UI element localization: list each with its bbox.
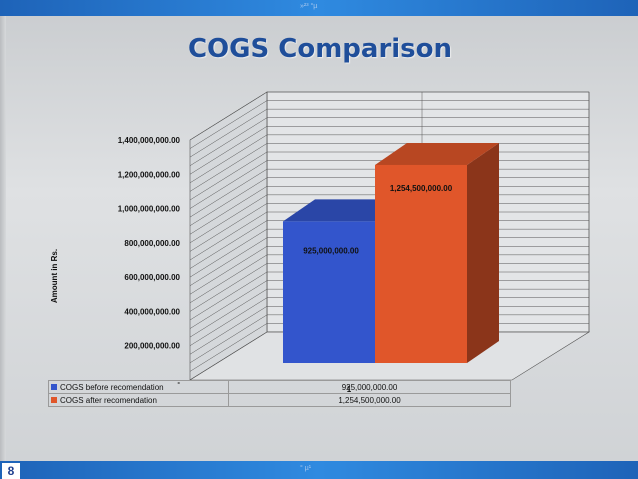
y-tick-label: 1,000,000,000.00: [118, 205, 181, 214]
bar-data-labels: 925,000,000.00 1,254,500,000.00: [303, 184, 452, 255]
legend-label-after: COGS after recomendation: [60, 395, 157, 405]
table-cell-before: 925,000,000.00: [228, 380, 511, 394]
bottom-band: ° µ¹: [0, 461, 638, 479]
top-band-mark: »²³ °µ: [300, 3, 318, 10]
data-table-row: COGS before recomendation 925,000,000.00: [48, 380, 511, 394]
bar-side-face: [467, 142, 499, 363]
y-axis-label: Amount in Rs.: [50, 249, 59, 303]
slide-number: 8: [2, 463, 20, 479]
y-tick-label: 400,000,000.00: [124, 307, 180, 316]
data-label-before: 925,000,000.00: [303, 246, 359, 255]
legend-swatch-after: [51, 397, 57, 404]
y-tick-label: 600,000,000.00: [124, 273, 180, 282]
bottom-band-mark: ° µ¹: [300, 465, 312, 472]
chart-bars: [283, 142, 499, 363]
bar-front-face: [283, 221, 375, 363]
table-cell-after: 1,254,500,000.00: [228, 393, 511, 407]
y-tick-label: 200,000,000.00: [124, 342, 180, 351]
chart-title: COGS Comparison: [187, 34, 453, 64]
legend-swatch-before: [51, 384, 57, 391]
legend-entry-after: COGS after recomendation: [48, 393, 229, 407]
bar-front-face: [375, 164, 467, 363]
left-edge: [0, 16, 6, 461]
legend-label-before: COGS before recomendation: [60, 382, 164, 392]
data-table: COGS before recomendation 925,000,000.00…: [48, 380, 511, 407]
bar-after: [375, 142, 499, 363]
y-tick-label: 1,200,000,000.00: [118, 170, 181, 179]
bar-top-face: [375, 142, 499, 165]
y-tick-label: 1,400,000,000.00: [118, 136, 181, 145]
data-label-after: 1,254,500,000.00: [390, 184, 453, 193]
y-tick-label: 800,000,000.00: [124, 239, 180, 248]
data-table-row: COGS after recomendation 1,254,500,000.0…: [48, 393, 511, 407]
legend-entry-before: COGS before recomendation: [48, 380, 229, 394]
top-band: »²³ °µ: [0, 0, 638, 16]
chart-grid: [189, 91, 590, 381]
y-axis-ticks: -200,000,000.00400,000,000.00600,000,000…: [118, 136, 181, 387]
